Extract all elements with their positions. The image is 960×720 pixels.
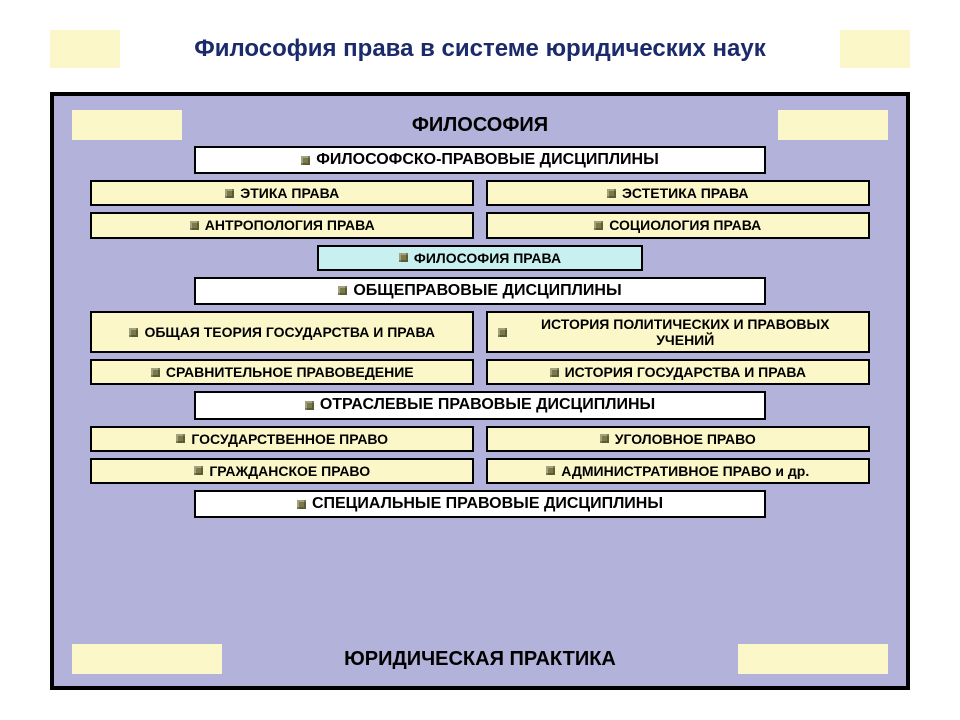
box-content: ОТРАСЛЕВЫЕ ПРАВОВЫЕ ДИСЦИПЛИНЫ <box>305 396 655 414</box>
footer-strip: ЮРИДИЧЕСКАЯ ПРАКТИКА <box>72 644 888 674</box>
bullet-icon <box>546 466 555 475</box>
box-content: АНТРОПОЛОГИЯ ПРАВА <box>190 217 375 233</box>
category-box: ОТРАСЛЕВЫЕ ПРАВОВЫЕ ДИСЦИПЛИНЫ <box>194 391 765 419</box>
discipline-box: АДМИНИСТРАТИВНОЕ ПРАВО и др. <box>486 458 870 484</box>
box-label: ЭСТЕТИКА ПРАВА <box>622 185 749 201</box>
discipline-box: ГОСУДАРСТВЕННОЕ ПРАВО <box>90 426 474 452</box>
box-content: ОБЩЕПРАВОВЫЕ ДИСЦИПЛИНЫ <box>338 282 621 300</box>
slide-title: Философия права в системе юридических на… <box>194 35 766 63</box>
box-content: АДМИНИСТРАТИВНОЕ ПРАВО и др. <box>546 463 809 479</box>
discipline-box: ОБЩАЯ ТЕОРИЯ ГОСУДАРСТВА И ПРАВА <box>90 311 474 353</box>
item-row: АНТРОПОЛОГИЯ ПРАВА СОЦИОЛОГИЯ ПРАВА <box>72 212 888 238</box>
header-band-right <box>778 110 888 140</box>
bullet-icon <box>301 156 310 165</box>
item-row: ГРАЖДАНСКОЕ ПРАВО АДМИНИСТРАТИВНОЕ ПРАВО … <box>72 458 888 484</box>
category-box: ОБЩЕПРАВОВЫЕ ДИСЦИПЛИНЫ <box>194 277 765 305</box>
box-content: СПЕЦИАЛЬНЫЕ ПРАВОВЫЕ ДИСЦИПЛИНЫ <box>297 495 663 513</box>
box-label: АДМИНИСТРАТИВНОЕ ПРАВО и др. <box>561 463 809 479</box>
box-label: СРАВНИТЕЛЬНОЕ ПРАВОВЕДЕНИЕ <box>166 364 414 380</box>
bullet-icon <box>498 328 507 337</box>
discipline-box: АНТРОПОЛОГИЯ ПРАВА <box>90 212 474 238</box>
discipline-box: ФИЛОСОФИЯ ПРАВА <box>317 245 643 271</box>
header-band-left <box>72 110 182 140</box>
box-content: ФИЛОСОФСКО-ПРАВОВЫЕ ДИСЦИПЛИНЫ <box>301 151 659 169</box>
box-content: ЭСТЕТИКА ПРАВА <box>607 185 749 201</box>
discipline-box: ИСТОРИЯ ГОСУДАРСТВА И ПРАВА <box>486 359 870 385</box>
category-row: ОТРАСЛЕВЫЕ ПРАВОВЫЕ ДИСЦИПЛИНЫ <box>72 391 888 419</box>
footer-text: ЮРИДИЧЕСКАЯ ПРАКТИКА <box>344 648 616 671</box>
box-content: ГРАЖДАНСКОЕ ПРАВО <box>194 463 370 479</box>
box-label: ФИЛОСОФСКО-ПРАВОВЫЕ ДИСЦИПЛИНЫ <box>316 151 659 169</box>
bullet-icon <box>190 221 199 230</box>
bullet-icon <box>607 189 616 198</box>
bullet-icon <box>338 286 347 295</box>
bullet-icon <box>151 368 160 377</box>
slide: Философия права в системе юридических на… <box>0 0 960 720</box>
box-content: ГОСУДАРСТВЕННОЕ ПРАВО <box>176 431 388 447</box>
box-content: ЭТИКА ПРАВА <box>225 185 339 201</box>
box-label: ГРАЖДАНСКОЕ ПРАВО <box>209 463 370 479</box>
bullet-icon <box>550 368 559 377</box>
box-content: СОЦИОЛОГИЯ ПРАВА <box>594 217 761 233</box>
discipline-box: ИСТОРИЯ ПОЛИТИЧЕСКИХ И ПРАВОВЫХ УЧЕНИЙ <box>486 311 870 353</box>
box-label: ОБЩАЯ ТЕОРИЯ ГОСУДАРСТВА И ПРАВА <box>144 324 435 340</box>
category-row: ФИЛОСОФСКО-ПРАВОВЫЕ ДИСЦИПЛИНЫ <box>72 146 888 174</box>
discipline-box: СРАВНИТЕЛЬНОЕ ПРАВОВЕДЕНИЕ <box>90 359 474 385</box>
bullet-icon <box>600 434 609 443</box>
discipline-box: ГРАЖДАНСКОЕ ПРАВО <box>90 458 474 484</box>
main-frame: ФИЛОСОФИЯ ФИЛОСОФСКО-ПРАВОВЫЕ ДИСЦИПЛИНЫ… <box>50 92 910 690</box>
box-label: ФИЛОСОФИЯ ПРАВА <box>414 250 561 266</box>
header-strip: ФИЛОСОФИЯ <box>72 110 888 140</box>
footer-band-right <box>738 644 888 674</box>
box-content: УГОЛОВНОЕ ПРАВО <box>600 431 756 447</box>
bullet-icon <box>594 221 603 230</box>
category-box: ФИЛОСОФСКО-ПРАВОВЫЕ ДИСЦИПЛИНЫ <box>194 146 765 174</box>
header-text: ФИЛОСОФИЯ <box>412 114 548 137</box>
box-label: ГОСУДАРСТВЕННОЕ ПРАВО <box>191 431 388 447</box>
bullet-icon <box>297 500 306 509</box>
box-content: ОБЩАЯ ТЕОРИЯ ГОСУДАРСТВА И ПРАВА <box>129 324 435 340</box>
footer-band-left <box>72 644 222 674</box>
category-row: ОБЩЕПРАВОВЫЕ ДИСЦИПЛИНЫ <box>72 277 888 305</box>
discipline-box: УГОЛОВНОЕ ПРАВО <box>486 426 870 452</box>
box-content: ИСТОРИЯ ГОСУДАРСТВА И ПРАВА <box>550 364 806 380</box>
box-label: АНТРОПОЛОГИЯ ПРАВА <box>205 217 375 233</box>
bullet-icon <box>305 401 314 410</box>
slide-title-bar: Философия права в системе юридических на… <box>50 30 910 68</box>
box-label: СОЦИОЛОГИЯ ПРАВА <box>609 217 761 233</box>
box-label: ОБЩЕПРАВОВЫЕ ДИСЦИПЛИНЫ <box>353 282 621 300</box>
discipline-box: ЭТИКА ПРАВА <box>90 180 474 206</box>
item-row: ФИЛОСОФИЯ ПРАВА <box>72 245 888 271</box>
box-label: СПЕЦИАЛЬНЫЕ ПРАВОВЫЕ ДИСЦИПЛИНЫ <box>312 495 663 513</box>
item-row: ОБЩАЯ ТЕОРИЯ ГОСУДАРСТВА И ПРАВА ИСТОРИЯ … <box>72 311 888 353</box>
box-label: ИСТОРИЯ ПОЛИТИЧЕСКИХ И ПРАВОВЫХ УЧЕНИЙ <box>513 316 858 348</box>
item-row: ГОСУДАРСТВЕННОЕ ПРАВО УГОЛОВНОЕ ПРАВО <box>72 426 888 452</box>
discipline-box: ЭСТЕТИКА ПРАВА <box>486 180 870 206</box>
bullet-icon <box>129 328 138 337</box>
bullet-icon <box>176 434 185 443</box>
item-row: ЭТИКА ПРАВА ЭСТЕТИКА ПРАВА <box>72 180 888 206</box>
box-content: ФИЛОСОФИЯ ПРАВА <box>399 250 561 266</box>
box-label: ЭТИКА ПРАВА <box>240 185 339 201</box>
box-content: ИСТОРИЯ ПОЛИТИЧЕСКИХ И ПРАВОВЫХ УЧЕНИЙ <box>498 316 858 348</box>
item-row: СРАВНИТЕЛЬНОЕ ПРАВОВЕДЕНИЕ ИСТОРИЯ ГОСУДА… <box>72 359 888 385</box>
bullet-icon <box>399 253 408 262</box>
category-row: СПЕЦИАЛЬНЫЕ ПРАВОВЫЕ ДИСЦИПЛИНЫ <box>72 490 888 518</box>
discipline-box: СОЦИОЛОГИЯ ПРАВА <box>486 212 870 238</box>
box-label: УГОЛОВНОЕ ПРАВО <box>615 431 756 447</box>
box-label: ОТРАСЛЕВЫЕ ПРАВОВЫЕ ДИСЦИПЛИНЫ <box>320 396 655 414</box>
title-band-right <box>840 30 910 68</box>
title-band-left <box>50 30 120 68</box>
sections-host: ФИЛОСОФСКО-ПРАВОВЫЕ ДИСЦИПЛИНЫ ЭТИКА ПРАВ… <box>72 146 888 634</box>
category-box: СПЕЦИАЛЬНЫЕ ПРАВОВЫЕ ДИСЦИПЛИНЫ <box>194 490 765 518</box>
bullet-icon <box>225 189 234 198</box>
bullet-icon <box>194 466 203 475</box>
box-content: СРАВНИТЕЛЬНОЕ ПРАВОВЕДЕНИЕ <box>151 364 414 380</box>
box-label: ИСТОРИЯ ГОСУДАРСТВА И ПРАВА <box>565 364 806 380</box>
